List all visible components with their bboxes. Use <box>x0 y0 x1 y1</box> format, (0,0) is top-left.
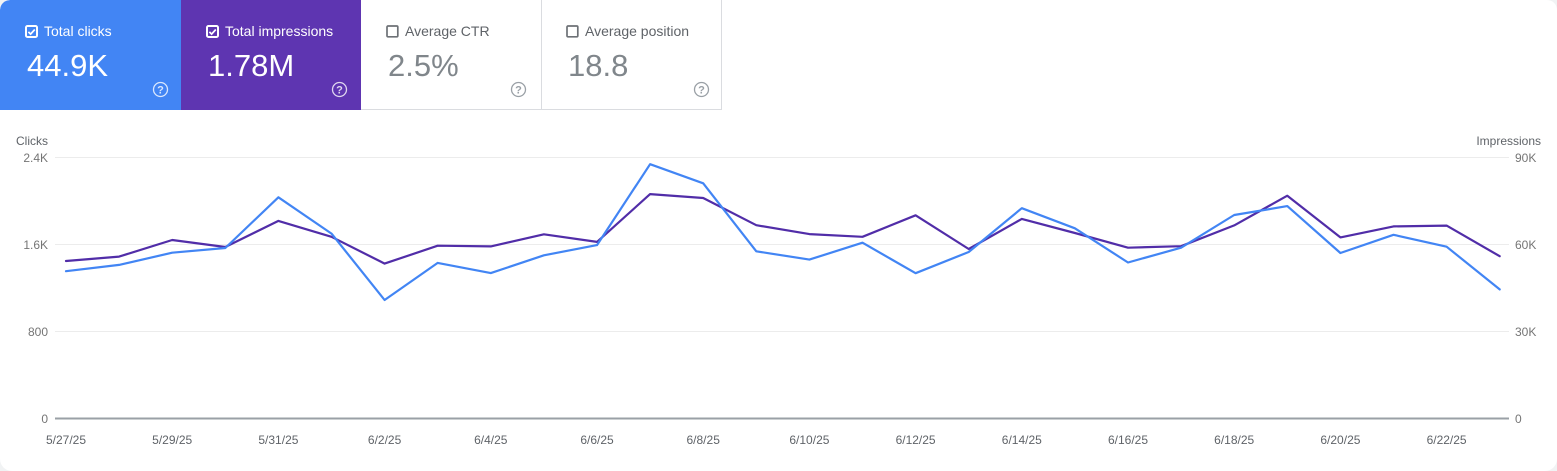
svg-text:6/22/25: 6/22/25 <box>1427 433 1467 447</box>
svg-text:Impressions: Impressions <box>1476 134 1541 148</box>
svg-text:60K: 60K <box>1515 238 1536 252</box>
svg-text:6/8/25: 6/8/25 <box>687 433 721 447</box>
svg-text:?: ? <box>698 85 705 97</box>
svg-text:6/10/25: 6/10/25 <box>789 433 829 447</box>
svg-text:0: 0 <box>1515 412 1522 426</box>
svg-text:6/16/25: 6/16/25 <box>1108 433 1148 447</box>
svg-text:5/29/25: 5/29/25 <box>152 433 192 447</box>
svg-text:6/12/25: 6/12/25 <box>896 433 936 447</box>
svg-text:90K: 90K <box>1515 151 1536 165</box>
svg-text:6/4/25: 6/4/25 <box>474 433 508 447</box>
svg-text:6/14/25: 6/14/25 <box>1002 433 1042 447</box>
svg-text:6/20/25: 6/20/25 <box>1320 433 1360 447</box>
svg-text:6/6/25: 6/6/25 <box>580 433 614 447</box>
svg-text:30K: 30K <box>1515 325 1536 339</box>
svg-text:800: 800 <box>28 325 48 339</box>
svg-text:Clicks: Clicks <box>16 134 48 148</box>
svg-text:6/18/25: 6/18/25 <box>1214 433 1254 447</box>
svg-text:?: ? <box>336 85 343 97</box>
svg-text:2.4K: 2.4K <box>23 151 48 165</box>
svg-text:?: ? <box>515 85 522 97</box>
svg-text:5/27/25: 5/27/25 <box>46 433 86 447</box>
svg-text:1.6K: 1.6K <box>23 238 48 252</box>
svg-text:0: 0 <box>41 412 48 426</box>
svg-text:?: ? <box>157 85 164 97</box>
svg-text:6/2/25: 6/2/25 <box>368 433 402 447</box>
svg-text:5/31/25: 5/31/25 <box>258 433 298 447</box>
